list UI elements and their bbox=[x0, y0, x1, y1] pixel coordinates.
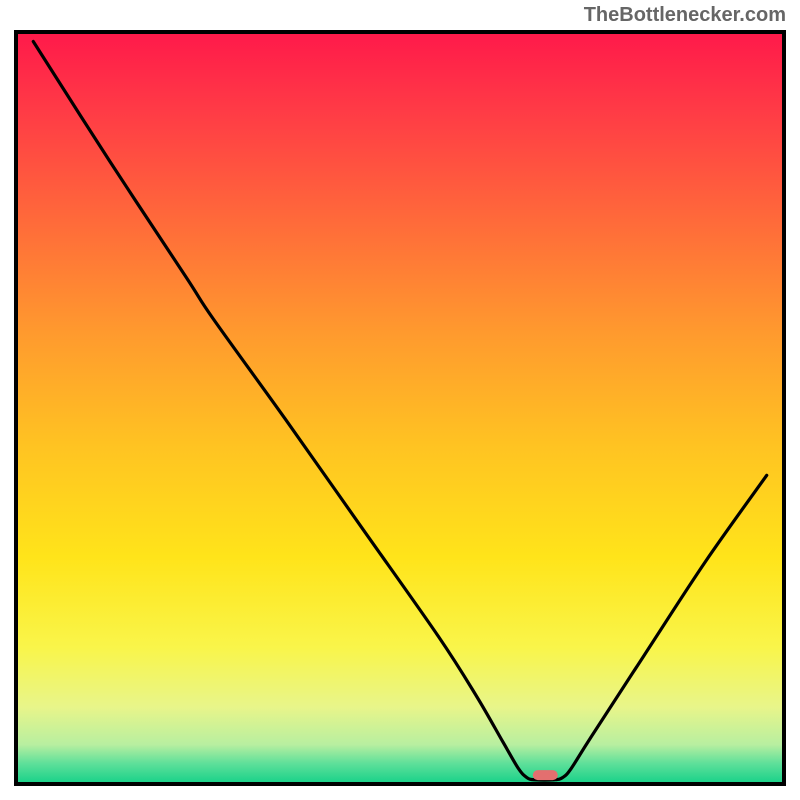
optimum-marker bbox=[533, 770, 557, 780]
chart-container: TheBottlenecker.com bbox=[0, 0, 800, 800]
plot-area bbox=[14, 30, 786, 786]
curve-svg bbox=[18, 34, 782, 782]
bottleneck-curve bbox=[33, 41, 766, 780]
watermark-text: TheBottlenecker.com bbox=[584, 4, 786, 27]
